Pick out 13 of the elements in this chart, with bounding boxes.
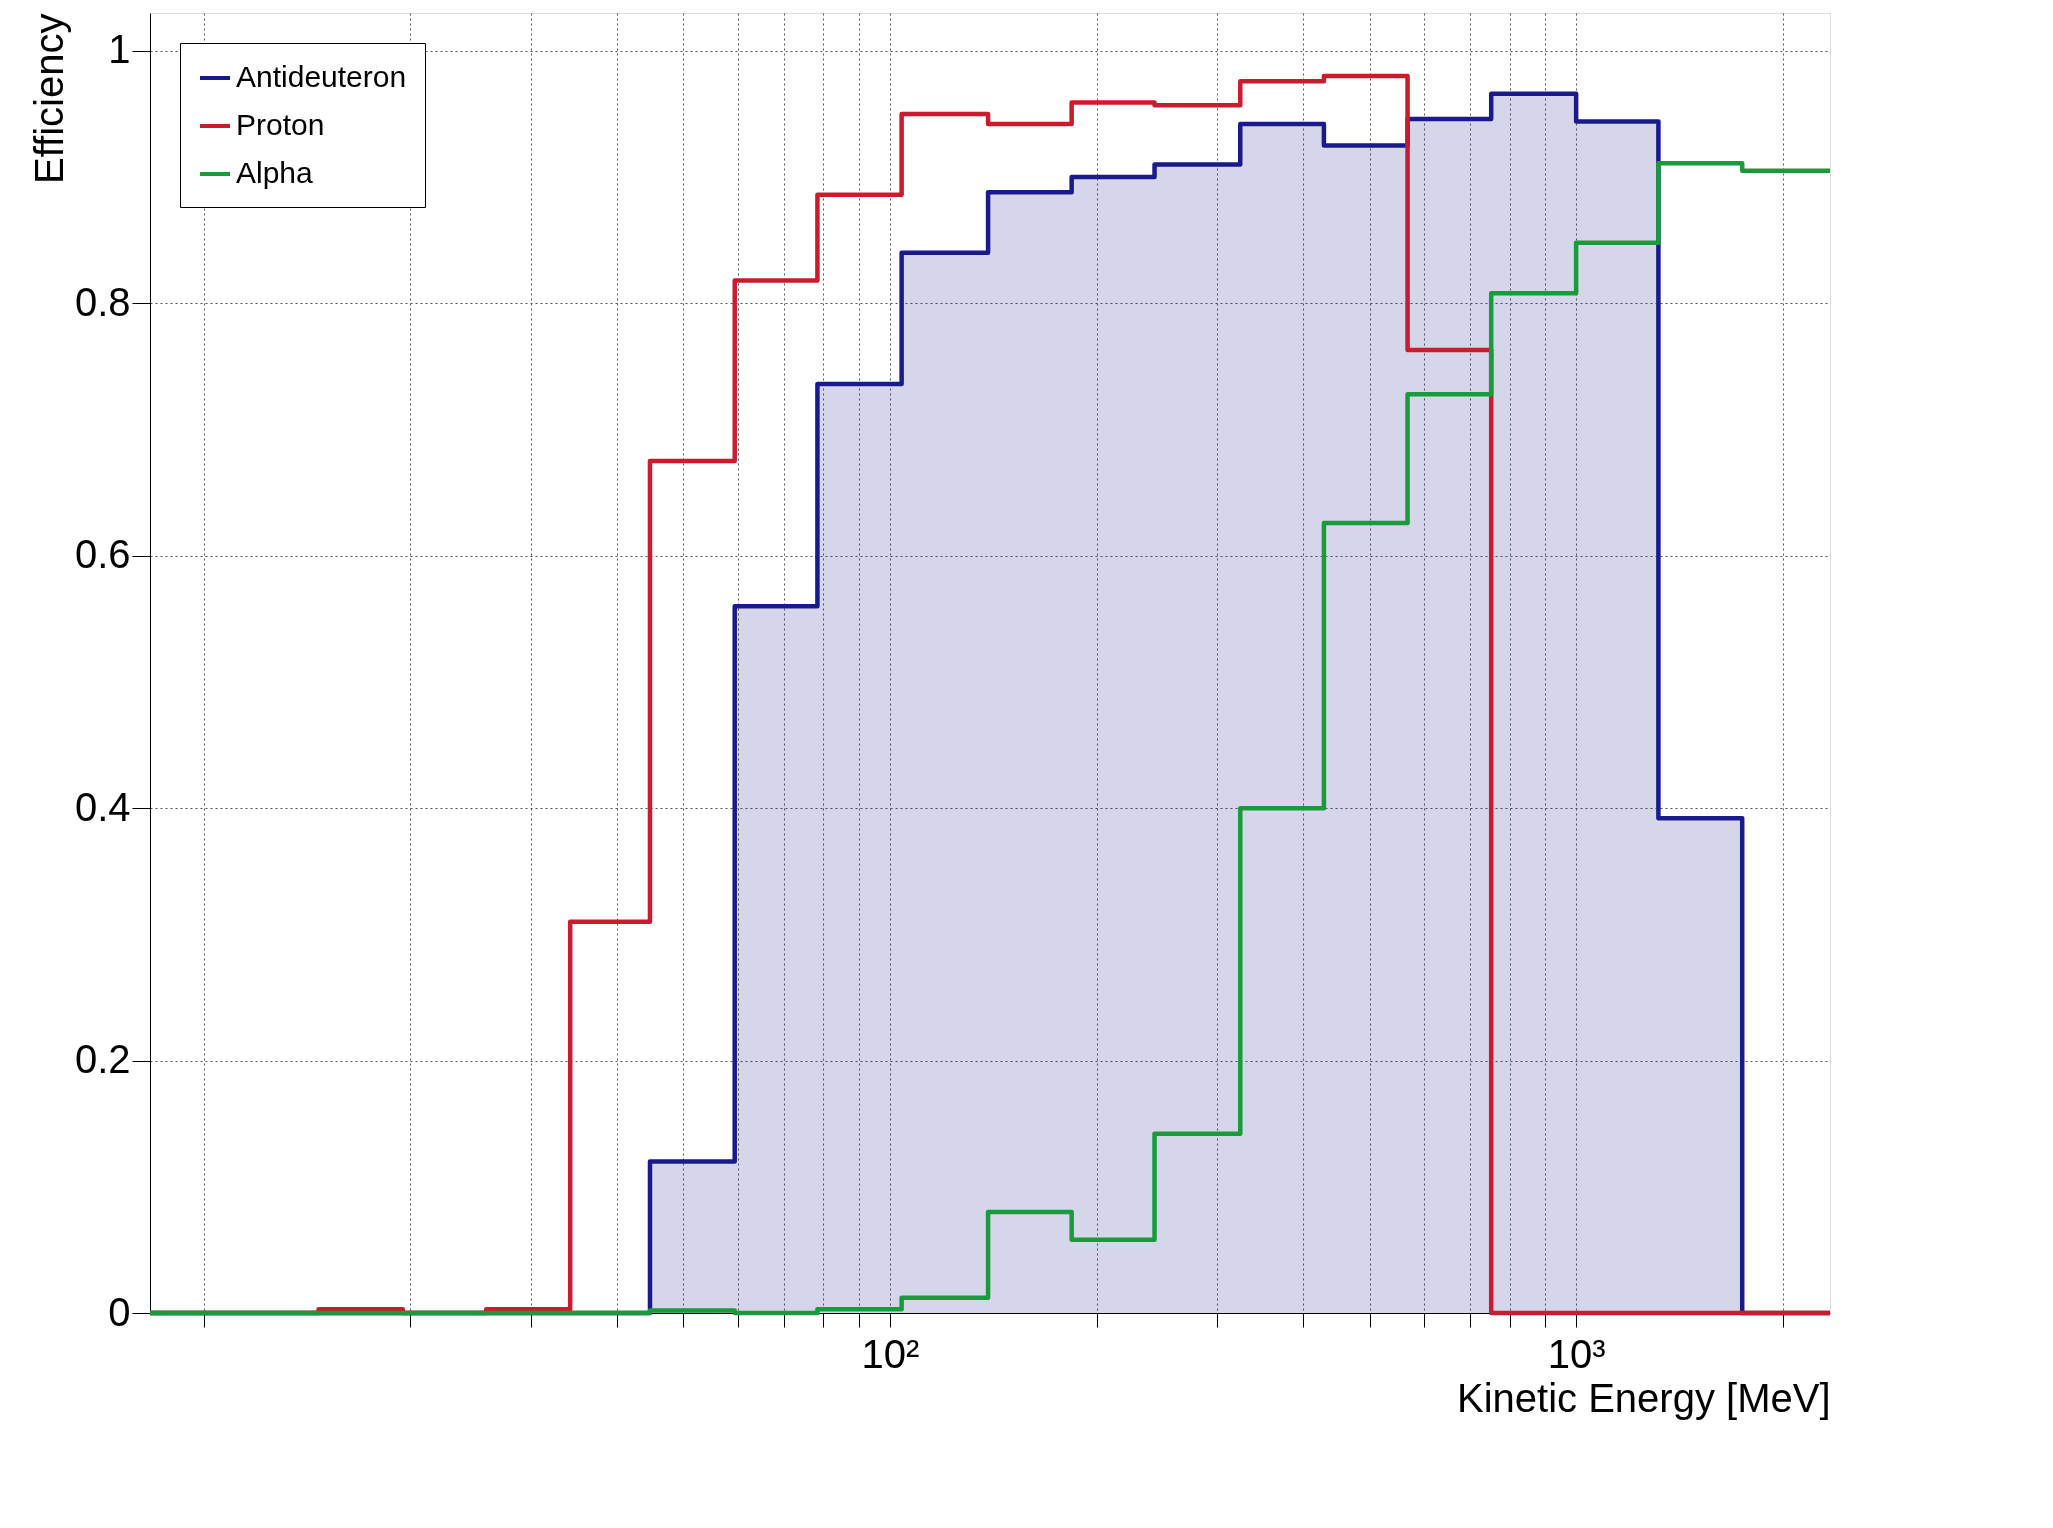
y-tick-label: 0.2 xyxy=(74,1037,131,1082)
legend-label: Proton xyxy=(236,108,325,141)
y-tick-label: 0.6 xyxy=(74,532,131,577)
x-tick-label: 10² xyxy=(861,1331,920,1376)
x-tick-label: 10³ xyxy=(1547,1331,1606,1376)
legend-label: Alpha xyxy=(236,156,314,189)
y-axis-title: Efficiency xyxy=(26,13,71,184)
y-tick-label: 1 xyxy=(108,27,131,72)
legend-label: Antideuteron xyxy=(236,60,407,93)
y-tick-label: 0.8 xyxy=(74,279,131,324)
y-tick-label: 0 xyxy=(108,1289,131,1334)
y-tick-label: 0.4 xyxy=(74,784,131,829)
x-axis-title: Kinetic Energy [MeV] xyxy=(1457,1375,1831,1420)
